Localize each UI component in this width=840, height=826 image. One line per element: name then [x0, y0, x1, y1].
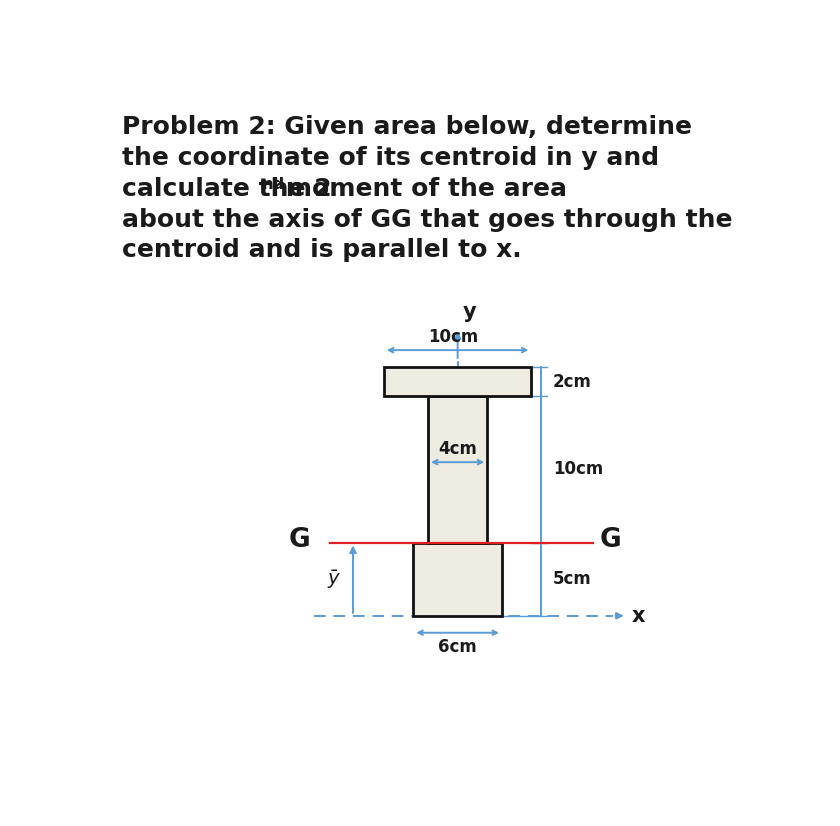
Text: calculate the 2: calculate the 2	[122, 177, 332, 201]
Bar	[428, 396, 487, 543]
Text: about the axis of GG that goes through the: about the axis of GG that goes through t…	[122, 207, 732, 231]
Text: y: y	[462, 302, 476, 322]
Bar	[413, 543, 501, 616]
Text: 5cm: 5cm	[553, 570, 591, 588]
Text: G: G	[600, 526, 622, 553]
Text: Problem 2: Given area below, determine: Problem 2: Given area below, determine	[122, 116, 692, 140]
Bar	[384, 367, 531, 396]
Text: nd: nd	[261, 177, 285, 192]
Text: 6cm: 6cm	[438, 638, 477, 656]
Text: x: x	[632, 605, 645, 626]
Text: moment of the area: moment of the area	[277, 177, 567, 201]
Text: 10cm: 10cm	[553, 460, 603, 478]
Text: 10cm: 10cm	[428, 328, 479, 346]
Text: G: G	[289, 526, 310, 553]
Text: $\bar{y}$: $\bar{y}$	[327, 567, 341, 591]
Text: the coordinate of its centroid in y and: the coordinate of its centroid in y and	[122, 146, 659, 170]
Text: 4cm: 4cm	[438, 440, 477, 458]
Text: 2cm: 2cm	[553, 373, 592, 391]
Text: centroid and is parallel to x.: centroid and is parallel to x.	[122, 239, 522, 263]
